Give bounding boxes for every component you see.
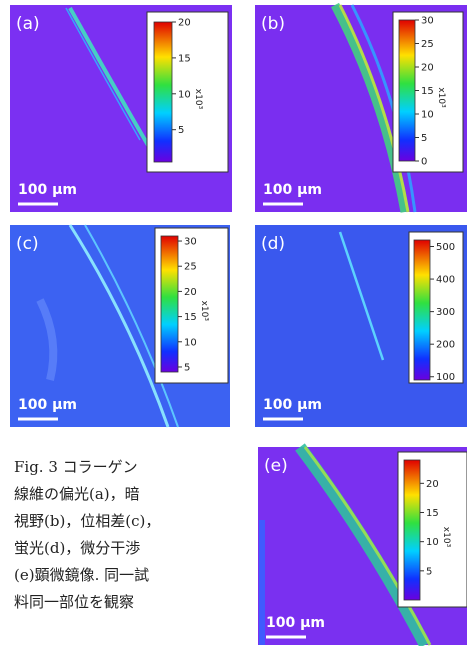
colorbar bbox=[403, 459, 421, 601]
panel: (b) 100 μm 0 5 10 15 20 25 30 x10³ bbox=[255, 2, 467, 213]
colorbar-unit: x10³ bbox=[436, 87, 446, 108]
colorbar-tick-label: 20 bbox=[421, 63, 434, 74]
scale-bar-label: 100 μm bbox=[266, 615, 325, 631]
scale-bar-label: 100 μm bbox=[18, 182, 77, 198]
scale-bar-label: 100 μm bbox=[263, 182, 322, 198]
scale-bar-label: 100 μm bbox=[18, 397, 77, 413]
colorbar-tick-label: 10 bbox=[178, 89, 191, 100]
colorbar-tick-label: 25 bbox=[421, 39, 434, 50]
fiber bbox=[338, 4, 410, 213]
colorbar-tick-label: 30 bbox=[184, 237, 197, 248]
fiber bbox=[68, 7, 154, 154]
fiber bbox=[295, 443, 431, 646]
panel-label: (d) bbox=[261, 234, 285, 254]
colorbar-tick-label: 15 bbox=[426, 508, 439, 519]
fiber bbox=[350, 4, 417, 213]
colorbar-unit: x10³ bbox=[199, 301, 209, 322]
colorbar-tick-label: 25 bbox=[184, 262, 197, 273]
caption-line: 線維の偏光(a)，暗 bbox=[14, 485, 140, 503]
colorbar bbox=[160, 235, 179, 373]
fiber bbox=[65, 7, 141, 141]
colorbar-tick-label: 20 bbox=[178, 18, 191, 29]
fiber bbox=[303, 446, 432, 646]
fiber bbox=[338, 231, 385, 361]
panel-label: (a) bbox=[16, 14, 40, 34]
panel: (e) 100 μm 5 10 15 20 x10³ bbox=[258, 443, 467, 646]
colorbar-tick-label: 15 bbox=[184, 312, 197, 323]
colorbar bbox=[153, 21, 173, 163]
panel: (a) 100 μm 5 10 15 20 x10³ bbox=[10, 5, 232, 212]
colorbar-tick-label: 10 bbox=[421, 110, 434, 121]
fiber bbox=[84, 224, 179, 428]
colorbar-tick-label: 400 bbox=[436, 275, 455, 286]
colorbar-tick-label: 300 bbox=[436, 307, 455, 318]
panel-label: (e) bbox=[264, 456, 288, 476]
colorbar-unit: x10³ bbox=[441, 527, 451, 548]
colorbar-tick-label: 10 bbox=[426, 537, 439, 548]
colorbar-tick-label: 100 bbox=[436, 372, 455, 383]
colorbar-tick-label: 15 bbox=[421, 86, 434, 97]
caption-line: 料同一部位を観察 bbox=[14, 593, 134, 611]
caption-line: Fig. 3 コラーゲン bbox=[14, 458, 138, 476]
colorbar-tick-label: 5 bbox=[426, 566, 432, 577]
caption-line: 蛍光(d)，微分干渉 bbox=[14, 539, 140, 557]
colorbar-tick-label: 5 bbox=[178, 125, 184, 136]
colorbar-tick-label: 200 bbox=[436, 340, 455, 351]
caption-line: 視野(b)，位相差(c)， bbox=[14, 512, 160, 530]
panel-label: (c) bbox=[16, 234, 39, 254]
colorbar-tick-label: 20 bbox=[184, 287, 197, 298]
colorbar-tick-label: 15 bbox=[178, 53, 191, 64]
colorbar-tick-label: 30 bbox=[421, 16, 434, 27]
colorbar-tick-label: 500 bbox=[436, 242, 455, 253]
colorbar bbox=[413, 239, 431, 381]
panel-label: (b) bbox=[261, 14, 285, 34]
scale-bar-label: 100 μm bbox=[263, 397, 322, 413]
colorbar-tick-label: 0 bbox=[421, 157, 427, 168]
colorbar-tick-label: 5 bbox=[184, 362, 190, 373]
colorbar-tick-label: 20 bbox=[426, 479, 439, 490]
colorbar-unit: x10³ bbox=[193, 89, 203, 110]
panel: (c) 100 μm 5 10 15 20 25 30 x10³ bbox=[10, 224, 230, 428]
fiber bbox=[331, 2, 410, 213]
colorbar-tick-label: 10 bbox=[184, 337, 197, 348]
colorbar bbox=[398, 19, 416, 162]
fiber bbox=[68, 224, 170, 428]
fiber bbox=[36, 298, 58, 381]
caption-line: (e)顕微鏡像. 同一試 bbox=[14, 566, 149, 584]
colorbar-tick-label: 5 bbox=[421, 133, 427, 144]
panel: (d) 100 μm 100 200 300 400 500 bbox=[255, 225, 467, 427]
